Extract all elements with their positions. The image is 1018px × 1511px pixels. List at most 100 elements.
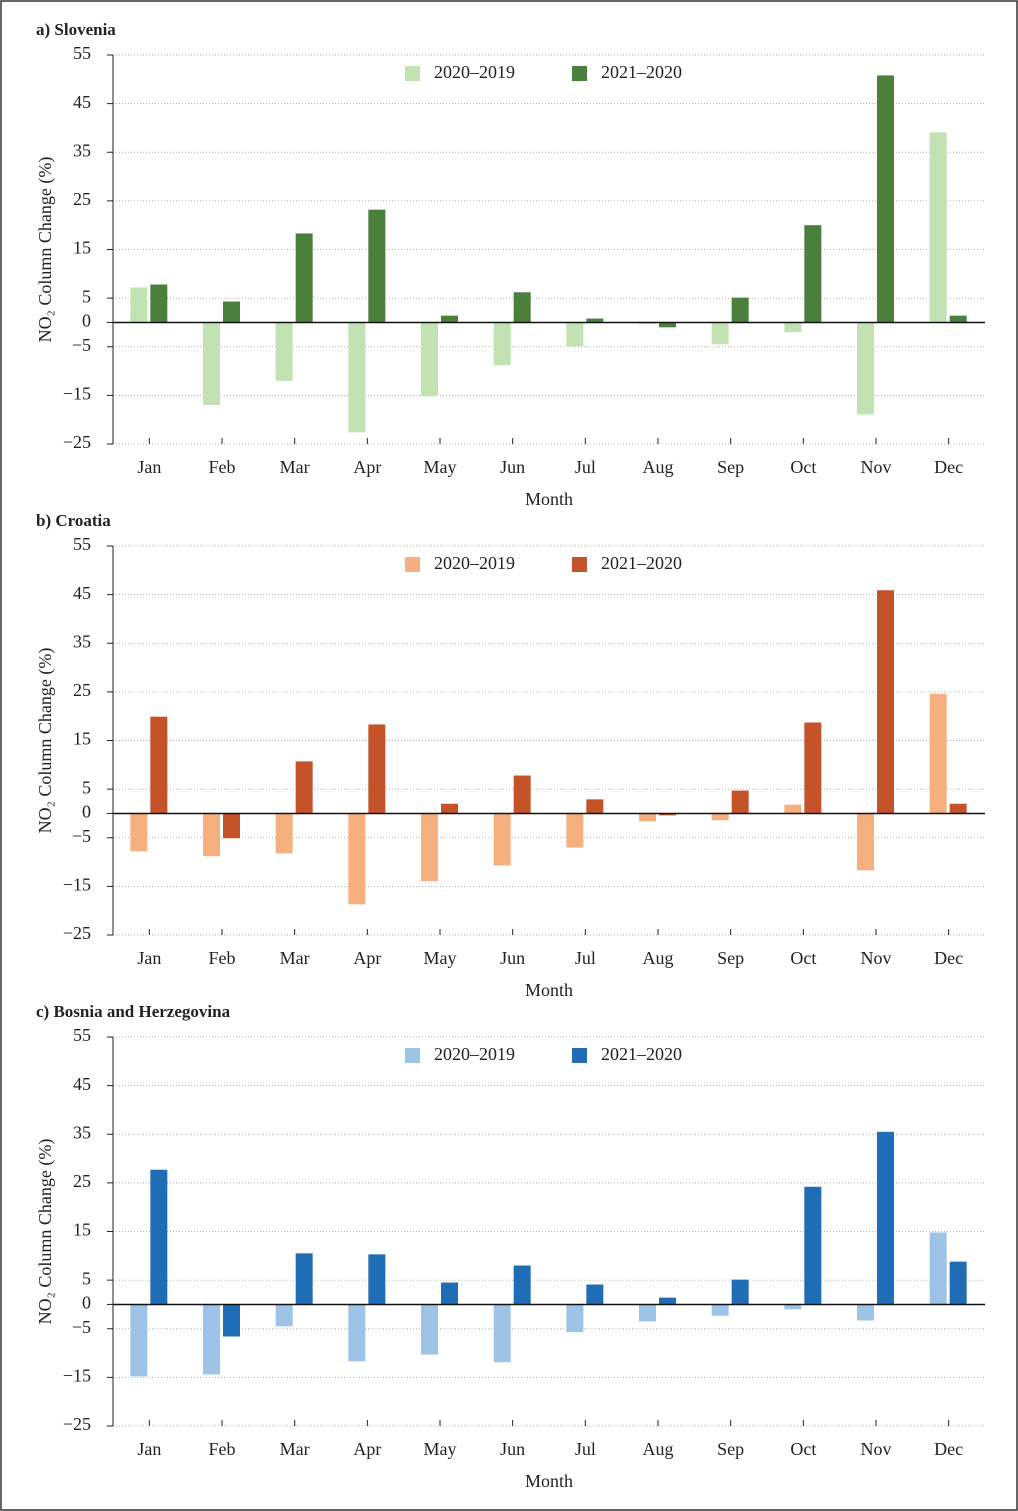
bar <box>877 1131 894 1305</box>
y-tick-label: 55 <box>73 1025 91 1045</box>
bar <box>223 813 240 839</box>
bar <box>295 233 313 323</box>
bar <box>949 315 967 323</box>
y-tick-label: 5 <box>82 286 91 306</box>
bar <box>711 813 729 821</box>
legend-swatch <box>572 66 587 81</box>
bar <box>639 1304 656 1322</box>
x-tick-label: Jan <box>137 1439 161 1459</box>
bar <box>203 322 220 406</box>
y-tick-label: 25 <box>73 189 91 209</box>
legend-label: 2021–2020 <box>601 62 682 82</box>
x-axis-label: Month <box>525 980 573 1000</box>
bar <box>150 284 168 323</box>
x-tick-label: Oct <box>790 1439 816 1459</box>
x-tick-label: Sep <box>717 1439 744 1459</box>
x-tick-label: Aug <box>643 1439 674 1459</box>
bar <box>421 1304 438 1355</box>
y-tick-label: 0 <box>82 802 91 822</box>
y-tick-label: 45 <box>73 583 91 603</box>
bar <box>513 292 531 323</box>
y-tick-label: 45 <box>73 1074 91 1094</box>
bar <box>857 813 874 871</box>
bar <box>586 318 604 323</box>
y-tick-label: 0 <box>82 1293 91 1313</box>
bar <box>659 1297 676 1305</box>
bar <box>949 1261 967 1305</box>
y-tick-label: −25 <box>63 432 91 452</box>
x-tick-label: Jul <box>575 948 596 968</box>
legend-label: 2021–2020 <box>601 553 682 573</box>
x-tick-label: May <box>424 457 457 477</box>
bar <box>295 761 313 814</box>
bar <box>804 722 822 814</box>
bar <box>566 813 584 848</box>
bar <box>150 1169 168 1305</box>
x-tick-label: Nov <box>861 457 892 477</box>
bar <box>513 1265 531 1305</box>
bar <box>295 1253 313 1305</box>
bar <box>929 132 947 323</box>
legend-label: 2020–2019 <box>434 62 515 82</box>
bar <box>711 322 729 345</box>
x-tick-label: Oct <box>790 457 816 477</box>
bar <box>513 775 531 814</box>
x-tick-label: Nov <box>861 948 892 968</box>
y-tick-label: 55 <box>73 43 91 63</box>
bar <box>150 716 168 814</box>
y-tick-label: 25 <box>73 1171 91 1191</box>
y-tick-label: 35 <box>73 631 91 651</box>
legend-label: 2020–2019 <box>434 1044 515 1064</box>
chart-title: a) Slovenia <box>36 20 116 39</box>
bar <box>275 813 293 854</box>
bar <box>421 813 438 882</box>
y-tick-label: 25 <box>73 680 91 700</box>
y-tick-label: −15 <box>63 1366 91 1386</box>
bar <box>659 813 676 816</box>
bar <box>784 804 802 814</box>
legend-label: 2021–2020 <box>601 1044 682 1064</box>
y-tick-label: 35 <box>73 1122 91 1142</box>
y-axis-label: NO₂ Column Change (%) <box>35 157 56 343</box>
x-tick-label: Mar <box>280 1439 310 1459</box>
bar <box>659 322 676 328</box>
bar <box>441 803 458 814</box>
y-tick-label: 15 <box>73 238 91 258</box>
x-tick-label: Dec <box>934 457 963 477</box>
bar <box>731 1279 749 1305</box>
bar <box>566 322 584 347</box>
bar <box>275 322 293 381</box>
x-tick-label: May <box>424 948 457 968</box>
y-tick-label: 45 <box>73 92 91 112</box>
x-tick-label: Jun <box>500 457 525 477</box>
x-axis-label: Month <box>525 489 573 509</box>
bar <box>348 1304 366 1362</box>
y-tick-label: −15 <box>63 384 91 404</box>
bar <box>368 1254 386 1305</box>
x-tick-label: Dec <box>934 948 963 968</box>
x-tick-label: Apr <box>353 948 381 968</box>
bar <box>566 1304 584 1333</box>
x-tick-label: Jan <box>137 457 161 477</box>
legend-label: 2020–2019 <box>434 553 515 573</box>
y-tick-label: −25 <box>63 923 91 943</box>
x-tick-label: Sep <box>717 457 744 477</box>
bar <box>493 813 511 866</box>
bar <box>586 1284 604 1305</box>
bar <box>130 813 148 852</box>
bar <box>368 209 386 323</box>
bar <box>368 724 386 814</box>
x-tick-label: Feb <box>209 1439 236 1459</box>
y-axis-label: NO₂ Column Change (%) <box>35 648 56 834</box>
bar <box>804 1186 822 1305</box>
bar <box>929 693 947 814</box>
legend-swatch <box>572 557 587 572</box>
x-tick-label: May <box>424 1439 457 1459</box>
bar <box>441 1282 458 1305</box>
bar <box>731 790 749 814</box>
chart-title: c) Bosnia and Herzegovina <box>36 1002 231 1021</box>
bar <box>639 813 656 822</box>
legend-swatch <box>405 1048 420 1063</box>
y-tick-label: 5 <box>82 1268 91 1288</box>
